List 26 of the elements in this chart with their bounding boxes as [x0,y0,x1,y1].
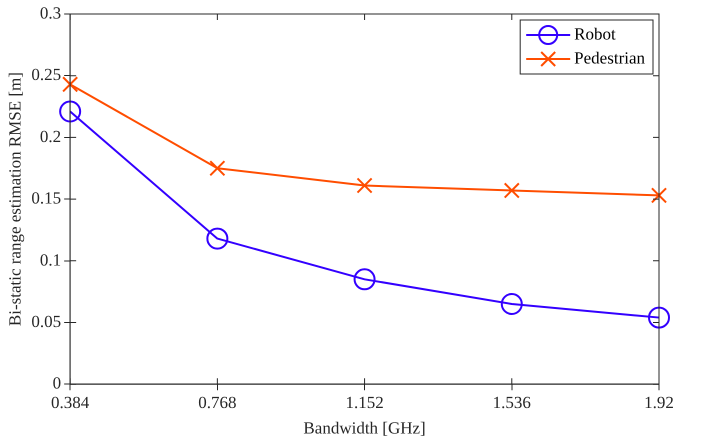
y-tick-label: 0 [52,374,62,393]
y-tick-label: 0.3 [40,3,62,22]
point [62,76,78,92]
y-tick-label: 0.05 [31,312,62,331]
x-tick-label: 1.92 [644,392,674,412]
point [650,187,668,204]
y-tick-label: 0.15 [31,188,62,208]
y-tick-label: 0.2 [40,126,62,146]
point [648,306,670,329]
point [59,100,82,122]
legend-label: Robot [574,24,616,44]
y-axis-title: Bi-static range estimation RMSE [m] [6,72,25,326]
point [354,268,376,290]
legend-label: Pedestrian [574,48,646,68]
point [500,292,523,315]
point [209,160,226,176]
x-tick-label: 0.768 [198,392,236,412]
x-tick-label: 1.152 [345,392,384,412]
point [206,228,228,250]
x-tick-label: 0.384 [51,392,90,412]
point [504,182,520,199]
x-tick-label: 1.536 [492,392,531,412]
point [356,177,373,194]
y-tick-label: 0.1 [40,250,62,270]
y-tick-label: 0.25 [31,65,62,84]
x-axis-title: Bandwidth [GHz] [303,418,426,438]
